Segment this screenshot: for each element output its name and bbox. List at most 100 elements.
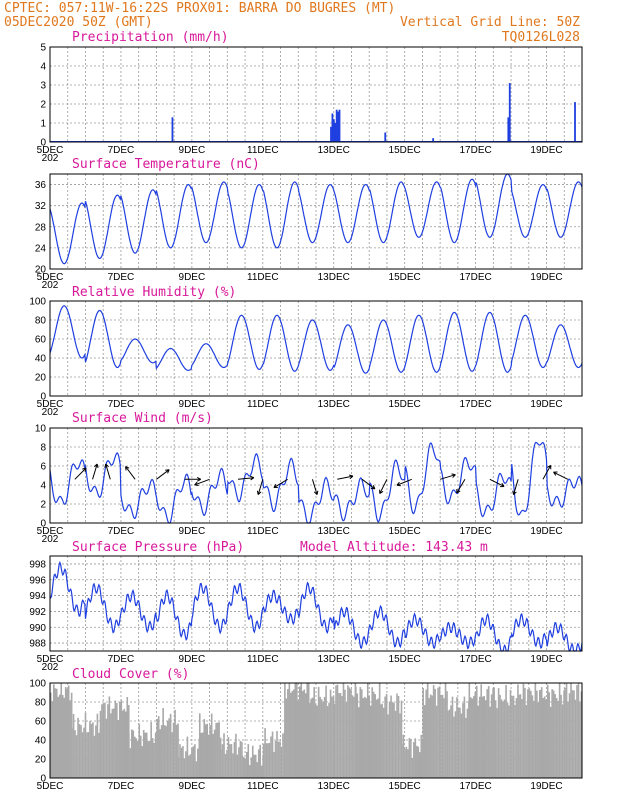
cloud-bar <box>227 736 230 778</box>
cloud-bar <box>508 705 510 778</box>
cloud-bar <box>418 752 421 778</box>
cloud-bar <box>477 705 480 778</box>
cloud-bar <box>323 696 326 778</box>
precip-bar <box>331 113 334 142</box>
cloud-bar <box>233 741 236 778</box>
wind-arrow <box>489 478 505 488</box>
cloud-bar <box>236 754 239 778</box>
y-tick-label: 24 <box>35 243 47 254</box>
wind-arrow <box>542 464 552 480</box>
cloud-bar <box>168 718 170 778</box>
cloud-bar <box>563 690 565 778</box>
cloud-bar <box>350 689 352 778</box>
cloud-bar <box>314 703 317 778</box>
cloud-bar <box>497 688 500 778</box>
x-tick-label: 11DEC <box>247 781 279 792</box>
cloud-bar <box>509 689 512 778</box>
cloud-bar <box>95 725 97 778</box>
cloud-bar <box>404 748 406 778</box>
cloud-bar <box>478 696 481 778</box>
cloud-bar <box>539 690 542 778</box>
x-tick-label: 9DEC <box>179 526 206 537</box>
x-tick-label: 15DEC <box>389 654 421 665</box>
cloud-bar <box>561 704 564 778</box>
cloud-bar <box>573 690 575 778</box>
x-tick-label: 11DEC <box>247 399 279 410</box>
precip-bar <box>332 119 335 142</box>
cloud-bar <box>326 706 329 778</box>
cloud-bar <box>132 730 135 778</box>
cloud-bar <box>338 693 340 778</box>
cloud-bar <box>377 698 379 778</box>
wind-arrow <box>361 478 376 490</box>
cloud-bar <box>366 683 369 778</box>
cloud-bar <box>341 696 343 778</box>
cloud-bar <box>200 732 203 778</box>
humidity-panel: Relative Humidity (%) 0 20 40 60 80 100 5DEC 7D… <box>29 285 583 418</box>
wind-title: Surface Wind (m/s) <box>72 411 213 426</box>
cloud-bar <box>548 692 550 778</box>
y-tick-label: 28 <box>35 222 47 233</box>
wind-arrow <box>237 475 255 481</box>
cloud-bar <box>154 732 157 778</box>
cloud-bar <box>55 688 58 778</box>
cloud-bar <box>375 699 378 778</box>
cloud-bar <box>83 727 85 778</box>
cloud-bar <box>133 736 136 778</box>
cloud-bar <box>297 700 300 778</box>
cloud-bar <box>215 722 217 778</box>
cloud-bar <box>156 719 158 778</box>
cloud-bar <box>172 722 175 778</box>
cloud-bar <box>284 683 286 778</box>
cloud-bar <box>325 685 327 778</box>
precip-bar <box>574 102 576 142</box>
cloud-bar <box>468 683 471 778</box>
x-year-label: 202 <box>42 407 59 418</box>
cloud-bar <box>440 694 442 778</box>
cloud-bar <box>518 694 520 778</box>
cloud-bar <box>310 698 312 778</box>
cloud-bar <box>576 685 578 778</box>
cloud-bar <box>545 699 547 778</box>
cloud-bar <box>123 708 126 778</box>
cloud-bar <box>293 689 295 778</box>
x-tick-label: 17DEC <box>459 399 491 410</box>
cloud-bar <box>557 700 559 778</box>
x-tick-label: 13DEC <box>318 781 350 792</box>
y-tick-label: 8 <box>40 443 46 454</box>
x-tick-label: 5DEC <box>37 526 64 537</box>
cloud-bar <box>111 708 114 778</box>
cloud-bar <box>105 718 108 778</box>
cloud-bar <box>69 700 71 778</box>
cloud-bar <box>239 740 242 778</box>
cloud-bar <box>408 738 411 778</box>
pressure-panel: Surface Pressure (hPa) Model Altitude: 1… <box>29 540 583 673</box>
cloud-bar <box>277 741 280 778</box>
cloud-bar <box>336 684 339 778</box>
cloud-bar <box>224 753 227 778</box>
cloud-bar <box>332 696 335 778</box>
wind-arrow <box>92 463 99 480</box>
cloud-bar <box>243 757 245 778</box>
y-tick-label: 4 <box>40 62 46 73</box>
cloud-bar <box>135 738 138 778</box>
cloud-bar <box>580 691 583 778</box>
cloud-bar <box>93 735 96 778</box>
x-tick-label: 5DEC <box>37 399 64 410</box>
x-tick-label: 19DEC <box>530 272 562 283</box>
cloud-bar <box>78 724 81 778</box>
cloud-bar <box>480 684 483 778</box>
cloud-bar <box>329 689 332 778</box>
cloud-bar <box>486 689 488 778</box>
pres-series-line <box>49 560 583 653</box>
y-tick-label: 10 <box>35 424 47 435</box>
cloud-bar <box>378 683 381 778</box>
cloud-bar <box>232 753 234 778</box>
cloud-bar <box>411 757 414 778</box>
cloud-bar <box>422 687 424 778</box>
cloud-bar <box>177 723 179 778</box>
cloud-bar <box>245 751 248 778</box>
x-tick-label: 9DEC <box>179 781 206 792</box>
cloud-bar <box>265 743 268 778</box>
precip-bar <box>171 117 174 142</box>
